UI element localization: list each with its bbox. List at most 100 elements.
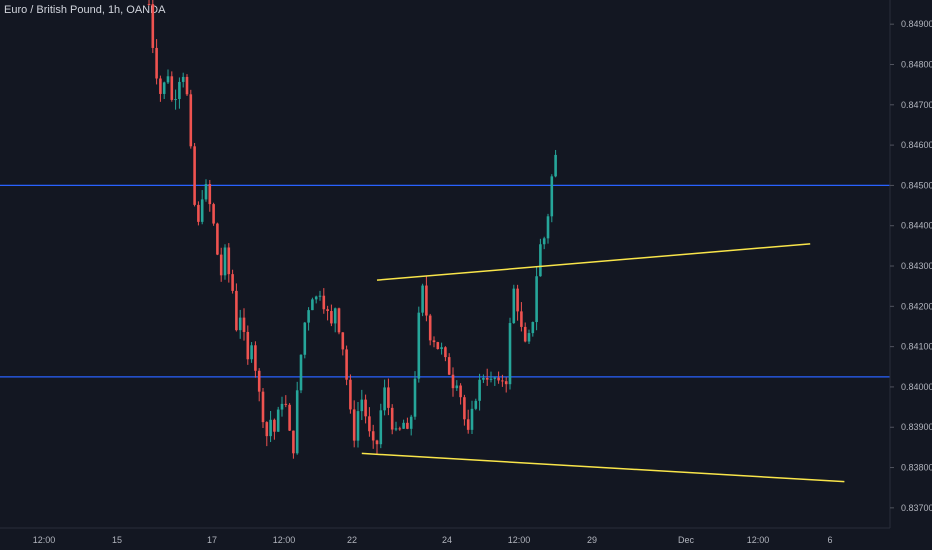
candle (550, 174, 554, 223)
candle (539, 238, 542, 277)
candle (444, 346, 447, 362)
time-tick-label: 12:00 (273, 535, 296, 545)
candle (227, 243, 231, 283)
candle (307, 307, 310, 331)
time-tick-label: 12:00 (33, 535, 56, 545)
candle (193, 142, 196, 207)
candle (368, 407, 371, 437)
candle (257, 368, 261, 402)
candle (417, 306, 421, 383)
candle (512, 284, 516, 324)
candle (200, 190, 204, 225)
candle (542, 236, 546, 250)
time-tick-label: 29 (587, 535, 597, 545)
time-tick-label: 12:00 (508, 535, 531, 545)
candle (337, 307, 341, 335)
candle (421, 283, 424, 317)
candle (364, 394, 367, 424)
candle (250, 342, 253, 363)
candle (318, 290, 322, 301)
candle (265, 421, 269, 447)
candle (497, 371, 500, 384)
candle (520, 302, 523, 332)
candle (147, 0, 151, 6)
candle (216, 222, 219, 256)
candle (231, 269, 234, 294)
price-tick-label: 0.84500 (901, 180, 932, 190)
time-tick-label: 6 (827, 535, 832, 545)
candle (527, 329, 531, 344)
candle (485, 368, 489, 386)
candle (269, 411, 272, 443)
candle (451, 367, 455, 397)
candle (390, 404, 394, 435)
candle (516, 284, 519, 321)
horizontal-lines-layer (0, 184, 890, 378)
candle (459, 383, 462, 405)
time-tick-label: 12:00 (747, 535, 770, 545)
candle (402, 419, 405, 429)
candle (409, 414, 413, 436)
candle (383, 379, 386, 416)
candle (212, 202, 215, 226)
candle (356, 401, 360, 448)
price-tick-label: 0.84900 (901, 19, 932, 29)
time-tick-label: 17 (207, 535, 217, 545)
candle (322, 288, 326, 314)
candle (208, 179, 212, 212)
time-axis: 12:00 15 17 12:00 22 24 12:00 29 Dec 12:00 6 (33, 535, 833, 545)
candle (387, 378, 390, 416)
candle (349, 374, 352, 414)
candle (413, 371, 417, 420)
candle (482, 374, 485, 383)
candle (379, 403, 383, 449)
candle (166, 69, 170, 85)
candle (155, 39, 158, 85)
candle (436, 341, 440, 350)
candle (463, 394, 466, 426)
candle (501, 374, 504, 387)
price-tick-label: 0.84800 (901, 59, 932, 69)
candle (189, 89, 193, 149)
trendline-lower[interactable] (361, 452, 845, 483)
candle (352, 400, 356, 448)
candle (197, 201, 200, 226)
candle (326, 305, 329, 321)
candle (219, 247, 223, 282)
candle (273, 418, 276, 440)
candle (455, 380, 459, 391)
candle (394, 421, 398, 432)
trendline-upper[interactable] (376, 243, 811, 281)
candle (371, 424, 375, 449)
candle (288, 403, 291, 432)
price-tick-label: 0.84700 (901, 100, 932, 110)
time-tick-label: 24 (442, 535, 452, 545)
candle (474, 398, 478, 411)
price-axis: 0.84900 0.84800 0.84700 0.84600 0.84500 0.844… (890, 19, 932, 513)
price-tick-label: 0.84300 (901, 261, 932, 271)
price-tick-label: 0.83700 (901, 503, 932, 513)
candle (447, 353, 451, 376)
price-tick-label: 0.84100 (901, 342, 932, 352)
candle (440, 342, 443, 355)
candle (299, 354, 303, 394)
price-tick-label: 0.84000 (901, 382, 932, 392)
price-tick-label: 0.83800 (901, 463, 932, 473)
candle (185, 74, 189, 97)
candle (246, 325, 250, 365)
candle (428, 313, 432, 346)
candle (345, 345, 348, 386)
candle (295, 381, 299, 455)
candle (466, 409, 470, 434)
chart-title: Euro / British Pound, 1h, OANDA (4, 4, 166, 16)
candle (508, 317, 512, 390)
time-tick-label: 22 (347, 535, 357, 545)
candle (425, 276, 428, 322)
time-tick-label: 15 (112, 535, 122, 545)
candle (280, 396, 284, 417)
candle (470, 400, 474, 434)
candle (360, 389, 364, 421)
candle (398, 426, 402, 431)
candle (523, 322, 527, 343)
